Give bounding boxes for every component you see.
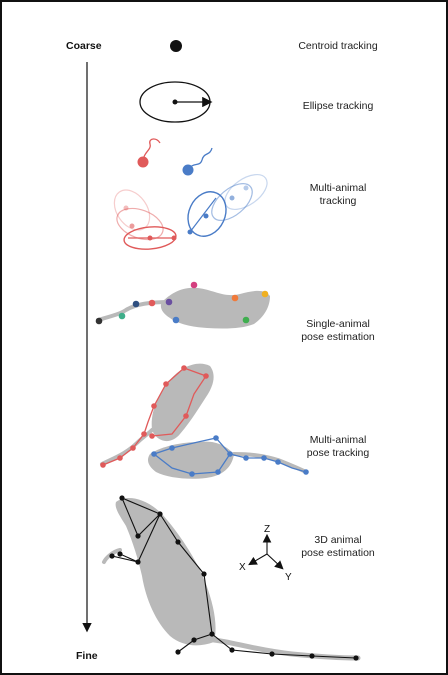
multi-centroid-tails — [137, 138, 213, 176]
xyz-axes-gizmo: Z X Y — [239, 524, 292, 583]
ellipse-glyph — [139, 81, 213, 123]
rat-red-body — [151, 363, 214, 442]
centroid-dot — [170, 40, 182, 52]
stage-label-single-animal-pose: Single-animal pose estimation — [301, 318, 375, 343]
axis-z-label: Z — [264, 524, 270, 535]
stage-label-multi-animal-pose: Multi-animal pose tracking — [306, 434, 370, 459]
rat-3d-body — [115, 498, 216, 646]
single-animal-body — [160, 287, 270, 329]
multi-ellipses-red — [113, 189, 177, 250]
stage-label-3d-pose: 3D animal pose estimation — [301, 534, 375, 559]
multi-ellipses-blue — [187, 173, 268, 237]
fine-label: Fine — [76, 650, 98, 662]
stage-label-ellipse: Ellipse tracking — [302, 100, 374, 112]
coarse-label: Coarse — [66, 40, 102, 52]
stage-label-multi-animal-tracking: Multi-animal tracking — [309, 182, 367, 207]
stage-label-centroid: Centroid tracking — [298, 40, 378, 52]
rat-blue-body — [148, 441, 234, 479]
axis-x-label: X — [239, 562, 246, 573]
3d-pose-glyph — [102, 495, 361, 661]
axis-y-label: Y — [285, 572, 292, 583]
multi-animal-pose-glyph — [100, 363, 309, 479]
single-animal-pose-glyph — [95, 281, 270, 329]
